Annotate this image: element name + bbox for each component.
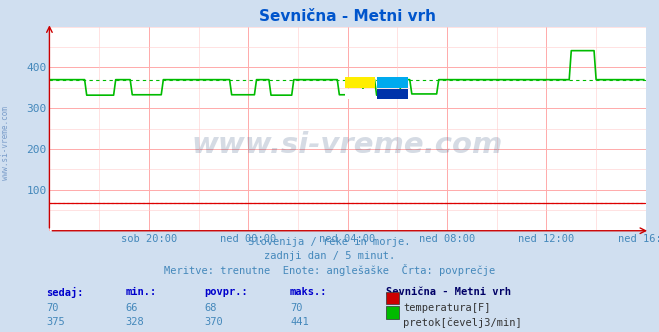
Text: www.si-vreme.com: www.si-vreme.com [192,131,503,159]
Bar [345,77,375,88]
Title: Sevnična - Metni vrh: Sevnična - Metni vrh [259,9,436,24]
Text: Slovenija / reke in morje.: Slovenija / reke in morje. [248,237,411,247]
Text: pretok[čevelj3/min]: pretok[čevelj3/min] [403,317,522,328]
Text: Meritve: trenutne  Enote: anglešaške  Črta: povprečje: Meritve: trenutne Enote: anglešaške Črta… [164,264,495,276]
Text: sedaj:: sedaj: [46,287,84,298]
Text: min.:: min.: [125,287,156,297]
Text: 370: 370 [204,317,223,327]
Text: zadnji dan / 5 minut.: zadnji dan / 5 minut. [264,251,395,261]
Bar [378,89,408,99]
Text: maks.:: maks.: [290,287,328,297]
Text: 68: 68 [204,303,217,313]
Text: 328: 328 [125,317,144,327]
Text: povpr.:: povpr.: [204,287,248,297]
Text: Sevnična - Metni vrh: Sevnična - Metni vrh [386,287,511,297]
Text: 441: 441 [290,317,308,327]
Bar [345,89,375,99]
Text: 66: 66 [125,303,138,313]
Text: www.si-vreme.com: www.si-vreme.com [1,106,10,180]
Text: 375: 375 [46,317,65,327]
Bar [378,77,408,88]
Text: 70: 70 [290,303,302,313]
Text: 70: 70 [46,303,59,313]
Text: temperatura[F]: temperatura[F] [403,303,491,313]
